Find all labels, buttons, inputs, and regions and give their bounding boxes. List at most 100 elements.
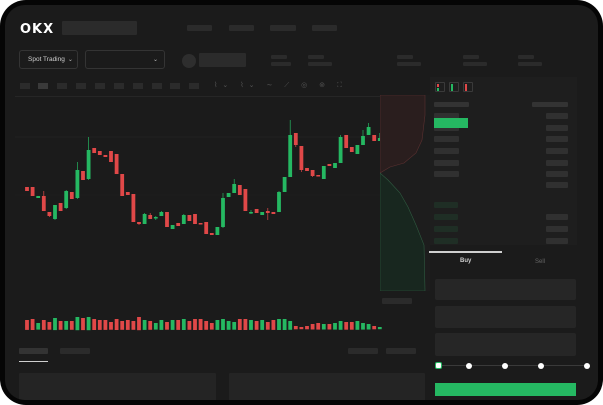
volume-bar	[41, 320, 46, 330]
volume-bar	[53, 318, 57, 331]
volume-bar	[153, 323, 158, 330]
volume-bar	[299, 327, 304, 330]
okx-logo[interactable]: OKX	[20, 22, 55, 37]
candle-body	[109, 151, 113, 162]
coin-icon	[182, 54, 196, 68]
candle-body	[310, 170, 315, 176]
nav-item[interactable]	[229, 25, 254, 31]
candle-body	[226, 193, 231, 197]
assets-panel	[229, 373, 425, 400]
volume-bar	[366, 324, 371, 330]
slider-stop-75[interactable]	[538, 363, 544, 369]
volume-bar	[165, 322, 169, 330]
volume-bar	[86, 317, 91, 331]
candlestick-chart[interactable]	[15, 95, 385, 335]
nav-item[interactable]	[270, 25, 296, 31]
ask-amount	[546, 182, 568, 188]
volume-bar	[221, 319, 225, 330]
volume-bar	[349, 322, 354, 330]
candle-body	[327, 164, 332, 166]
candle-body	[282, 177, 287, 192]
timeframe-button[interactable]	[133, 83, 143, 89]
orderbook-header-price	[434, 102, 469, 107]
timeframe-button[interactable]	[114, 83, 124, 89]
slider-stop-50[interactable]	[502, 363, 508, 369]
timeframe-button[interactable]	[20, 83, 30, 89]
pair-selector[interactable]: ⌄	[85, 50, 165, 69]
candle-body	[47, 212, 52, 216]
candle-body	[338, 137, 343, 163]
volume-bar	[232, 322, 237, 330]
ask-amount	[546, 160, 568, 166]
candle-body	[321, 166, 326, 179]
candle-body	[92, 148, 97, 153]
bid-amount	[546, 214, 568, 220]
slider-stop-100[interactable]	[584, 363, 590, 369]
tab-open-orders[interactable]	[19, 348, 48, 354]
price-input[interactable]	[435, 279, 576, 300]
volume-bar	[254, 321, 259, 330]
volume-bar	[310, 324, 315, 330]
stat-value	[463, 62, 487, 66]
candle-body	[249, 212, 253, 214]
nav-item[interactable]	[312, 25, 337, 31]
volume-bar	[97, 320, 102, 330]
candle-body	[299, 146, 304, 170]
timeframe-button[interactable]	[57, 83, 67, 89]
filter-button[interactable]	[348, 348, 378, 354]
buy-submit-button[interactable]	[435, 383, 576, 396]
timeframe-button[interactable]	[170, 83, 180, 89]
tab-order-history[interactable]	[60, 348, 90, 354]
volume-bar	[321, 324, 326, 330]
slider-stop-25[interactable]	[466, 363, 472, 369]
tab-sell[interactable]: Sell	[535, 259, 546, 265]
timeframe-button[interactable]	[152, 83, 162, 89]
timeframe-button[interactable]	[38, 83, 48, 89]
volume-bar	[198, 319, 203, 330]
candle-body	[204, 222, 209, 234]
total-input[interactable]	[435, 333, 576, 356]
volume-bar	[243, 319, 248, 330]
volume-bar	[25, 320, 29, 330]
ask-price	[434, 113, 459, 119]
orderbook-asks-icon[interactable]	[463, 82, 473, 92]
volume-bar	[159, 320, 164, 330]
ask-price	[434, 125, 459, 131]
chart-setting-button[interactable]	[382, 298, 412, 304]
spot-trading-label: Spot Trading	[28, 56, 65, 63]
chevron-down-icon: ⌄	[152, 57, 158, 63]
tab-buy[interactable]: Buy	[460, 258, 472, 264]
candle-body	[243, 189, 248, 211]
candle-body	[181, 215, 186, 224]
candle-body	[165, 212, 169, 227]
orderbook-both-icon[interactable]	[435, 82, 445, 92]
candle-body	[159, 212, 164, 216]
volume-bar	[181, 319, 186, 330]
stat-label	[308, 55, 324, 59]
orderbook-bids-icon[interactable]	[449, 82, 459, 92]
slider-handle[interactable]	[435, 362, 442, 369]
candle-body	[69, 192, 74, 199]
stat-value	[397, 62, 421, 66]
bid-amount	[546, 226, 568, 232]
timeframe-button[interactable]	[76, 83, 86, 89]
spot-trading-dropdown[interactable]: Spot Trading ⌄	[19, 50, 78, 69]
volume-bar	[305, 326, 309, 330]
drawing-tools-icons[interactable]: ⌇⌄ ⌇⌄ ∼ ⟋ ◎ ⊚ ⛶	[214, 82, 347, 89]
volume-bar	[36, 323, 41, 330]
percent-slider-track[interactable]	[438, 365, 588, 366]
search-bar[interactable]	[62, 21, 137, 35]
active-tab-indicator	[19, 361, 48, 362]
chevron-down-icon: ⌄	[67, 57, 73, 63]
candle-body	[260, 212, 265, 215]
filter-button[interactable]	[386, 348, 416, 354]
timeframe-button[interactable]	[95, 83, 105, 89]
candle-body	[316, 175, 321, 177]
nav-item[interactable]	[187, 25, 212, 31]
amount-input[interactable]	[435, 306, 576, 328]
timeframe-button[interactable]	[189, 83, 199, 89]
volume-bar	[209, 323, 214, 330]
volume-bar	[114, 319, 119, 330]
candle-body	[137, 222, 141, 224]
volume-bar	[260, 320, 265, 330]
